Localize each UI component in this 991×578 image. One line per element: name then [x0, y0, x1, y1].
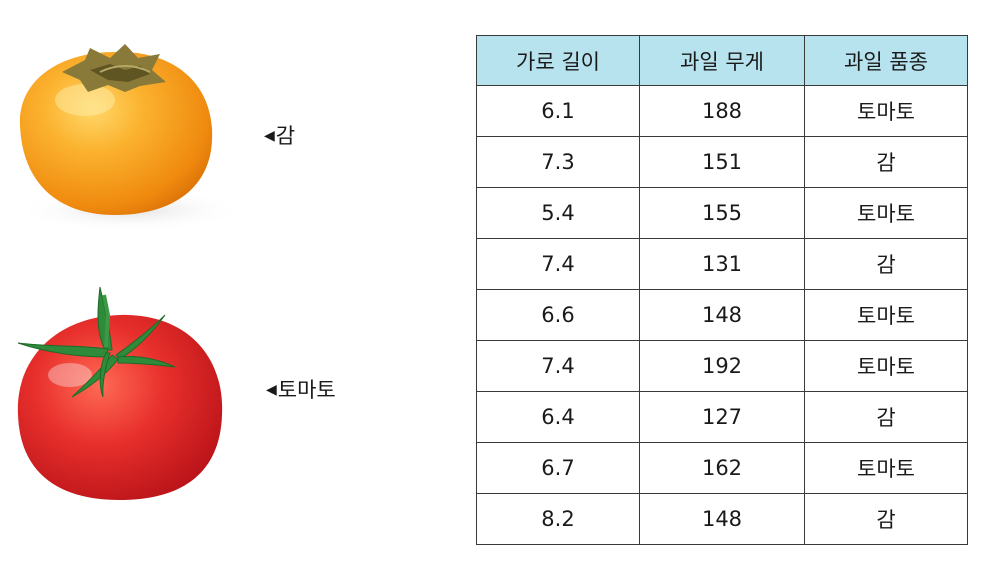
cell-width: 7.3	[476, 136, 640, 188]
cell-variety: 토마토	[804, 85, 968, 137]
cell-variety: 토마토	[804, 442, 968, 494]
left-arrow-icon: ◀	[264, 128, 275, 144]
cell-weight: 162	[639, 442, 805, 494]
table-row: 5.4 155 토마토	[476, 187, 968, 239]
cell-variety: 토마토	[804, 340, 968, 392]
persimmon-label-text: 감	[275, 124, 296, 148]
cell-width: 6.7	[476, 442, 640, 494]
cell-variety: 감	[804, 136, 968, 188]
tomato-label-text: 토마토	[277, 378, 336, 402]
table-row: 8.2 148 감	[476, 493, 968, 545]
cell-variety: 감	[804, 238, 968, 290]
cell-weight: 148	[639, 289, 805, 341]
cell-weight: 155	[639, 187, 805, 239]
table-row: 7.4 192 토마토	[476, 340, 968, 392]
tomato-label: ◀ 토마토	[266, 378, 336, 402]
cell-weight: 192	[639, 340, 805, 392]
table-header-row: 가로 길이 과일 무게 과일 품종	[476, 35, 968, 86]
cell-width: 7.4	[476, 340, 640, 392]
cell-weight: 148	[639, 493, 805, 545]
table-row: 6.7 162 토마토	[476, 442, 968, 494]
cell-variety: 토마토	[804, 187, 968, 239]
table-row: 7.3 151 감	[476, 136, 968, 188]
cell-width: 7.4	[476, 238, 640, 290]
cell-weight: 127	[639, 391, 805, 443]
cell-weight: 131	[639, 238, 805, 290]
cell-weight: 151	[639, 136, 805, 188]
cell-width: 5.4	[476, 187, 640, 239]
cell-width: 8.2	[476, 493, 640, 545]
cell-width: 6.6	[476, 289, 640, 341]
table-row: 7.4 131 감	[476, 238, 968, 290]
cell-variety: 토마토	[804, 289, 968, 341]
table-row: 6.6 148 토마토	[476, 289, 968, 341]
cell-variety: 감	[804, 391, 968, 443]
header-width: 가로 길이	[476, 35, 640, 86]
cell-variety: 감	[804, 493, 968, 545]
cell-weight: 188	[639, 85, 805, 137]
persimmon-label: ◀ 감	[264, 124, 295, 148]
left-arrow-icon: ◀	[266, 382, 277, 398]
table-row: 6.1 188 토마토	[476, 85, 968, 137]
table-row: 6.4 127 감	[476, 391, 968, 443]
header-weight: 과일 무게	[639, 35, 805, 86]
cell-width: 6.1	[476, 85, 640, 137]
fruit-data-table: 가로 길이 과일 무게 과일 품종 6.1 188 토마토 7.3 151 감 …	[476, 35, 968, 545]
header-variety: 과일 품종	[804, 35, 968, 86]
persimmon-image	[0, 30, 260, 245]
cell-width: 6.4	[476, 391, 640, 443]
tomato-image	[0, 275, 260, 525]
